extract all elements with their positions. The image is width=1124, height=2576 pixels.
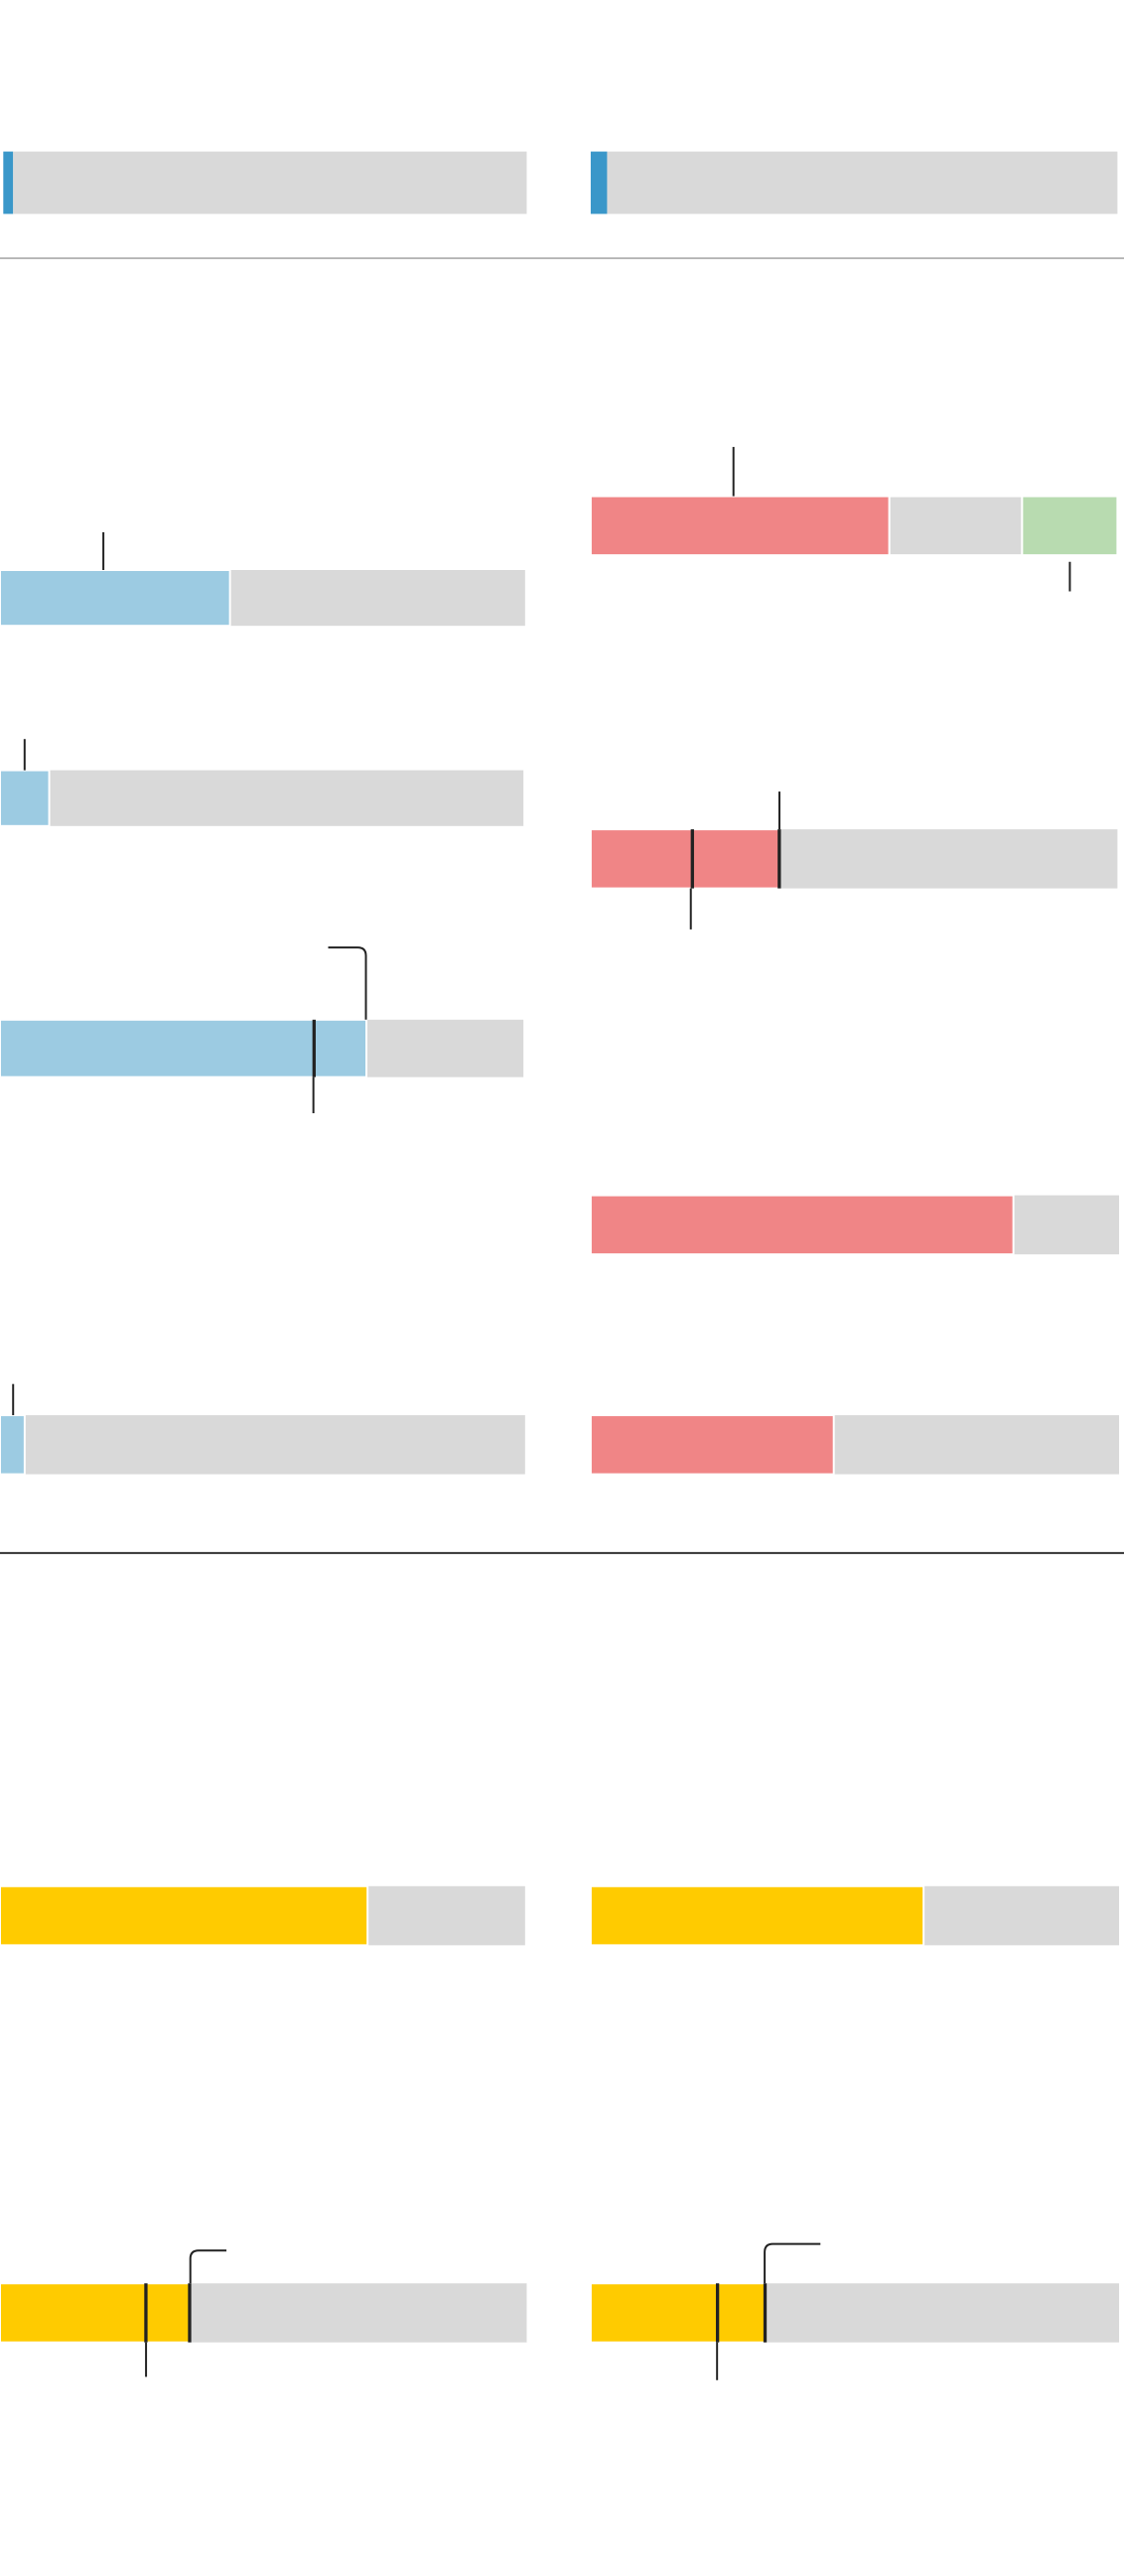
bar-track <box>0 770 524 826</box>
header-bar <box>13 151 527 215</box>
bar-segment <box>589 2282 767 2344</box>
leader <box>328 946 367 1020</box>
bar-segment <box>0 1885 369 1946</box>
bar-segment <box>589 828 780 890</box>
header-accent <box>3 151 14 215</box>
header-bar <box>607 151 1118 215</box>
bar-segment <box>589 1194 1015 1256</box>
bar-segment <box>0 2282 191 2344</box>
header-accent <box>590 151 608 215</box>
bar-segment <box>589 495 891 557</box>
bar-segment <box>0 1414 26 1476</box>
leader <box>764 2242 821 2284</box>
bar-segment <box>0 1018 368 1078</box>
bar-segment <box>589 1885 925 1946</box>
bar-segment <box>589 1414 835 1476</box>
bar-segment <box>0 769 51 827</box>
leaders <box>12 447 1071 2380</box>
leader <box>189 2249 227 2284</box>
bar-track <box>0 1415 525 1475</box>
bar-segment <box>888 495 1024 557</box>
bar-segment <box>1021 495 1119 557</box>
bar-segment <box>0 569 231 628</box>
